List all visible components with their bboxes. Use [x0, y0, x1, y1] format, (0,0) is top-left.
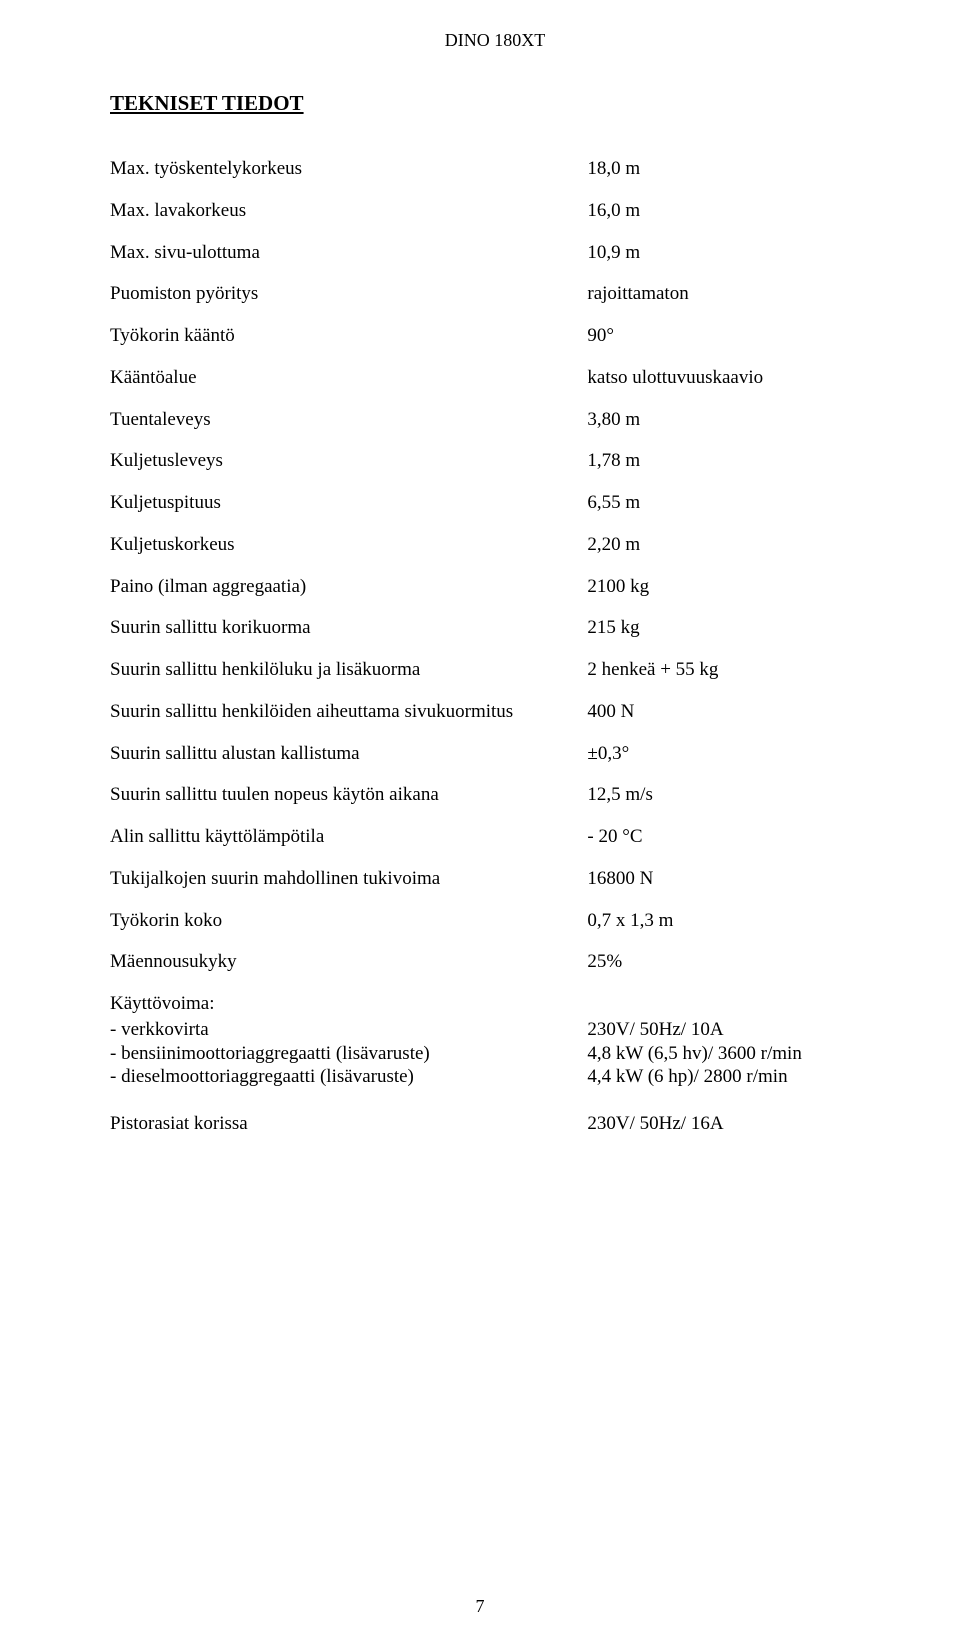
spec-label: Alin sallittu käyttölämpötila — [110, 816, 587, 858]
table-row: Tuentaleveys3,80 m — [110, 399, 880, 441]
table-row: Max. lavakorkeus16,0 m — [110, 190, 880, 232]
table-row: Suurin sallittu tuulen nopeus käytön aik… — [110, 774, 880, 816]
table-row: Kääntöaluekatso ulottuvuuskaavio — [110, 357, 880, 399]
spec-label: Kuljetusleveys — [110, 440, 587, 482]
spec-value: 2,20 m — [587, 524, 880, 566]
power-row: - verkkovirta 230V/ 50Hz/ 10A — [110, 1018, 880, 1042]
sockets-table: Pistorasiat korissa 230V/ 50Hz/ 16A — [110, 1103, 880, 1145]
table-row: Suurin sallittu alustan kallistuma±0,3° — [110, 733, 880, 775]
table-row: Max. sivu-ulottuma10,9 m — [110, 232, 880, 274]
spec-label: Suurin sallittu alustan kallistuma — [110, 733, 587, 775]
spec-value: 2 henkeä + 55 kg — [587, 649, 880, 691]
power-heading: Käyttövoima: — [110, 992, 880, 1016]
table-row: Puomiston pyöritysrajoittamaton — [110, 273, 880, 315]
sockets-label: Pistorasiat korissa — [110, 1103, 587, 1145]
spec-label: Suurin sallittu henkilöiden aiheuttama s… — [110, 691, 587, 733]
spec-value: 18,0 m — [587, 148, 880, 190]
spec-value: 3,80 m — [587, 399, 880, 441]
power-item-value: 4,4 kW (6 hp)/ 2800 r/min — [587, 1065, 880, 1089]
power-section: Käyttövoima: - verkkovirta 230V/ 50Hz/ 1… — [110, 983, 880, 1089]
table-row: Työkorin koko0,7 x 1,3 m — [110, 900, 880, 942]
table-row: Suurin sallittu henkilöiden aiheuttama s… — [110, 691, 880, 733]
spec-label: Max. sivu-ulottuma — [110, 232, 587, 274]
sockets-value: 230V/ 50Hz/ 16A — [587, 1103, 880, 1145]
page-number: 7 — [0, 1596, 960, 1617]
table-row: Kuljetuskorkeus2,20 m — [110, 524, 880, 566]
spec-label: Paino (ilman aggregaatia) — [110, 566, 587, 608]
power-item-label: - dieselmoottoriaggregaatti (lisävaruste… — [110, 1065, 587, 1089]
page-title: TEKNISET TIEDOT — [110, 91, 880, 116]
spec-value: - 20 °C — [587, 816, 880, 858]
spec-table: Max. työskentelykorkeus18,0 m Max. lavak… — [110, 148, 880, 983]
power-item-value: 4,8 kW (6,5 hv)/ 3600 r/min — [587, 1042, 880, 1066]
spec-label: Kuljetuskorkeus — [110, 524, 587, 566]
spec-label: Suurin sallittu henkilöluku ja lisäkuorm… — [110, 649, 587, 691]
spec-value: 0,7 x 1,3 m — [587, 900, 880, 942]
table-row: Suurin sallittu henkilöluku ja lisäkuorm… — [110, 649, 880, 691]
spec-value: 6,55 m — [587, 482, 880, 524]
spec-label: Mäennousukyky — [110, 941, 587, 983]
spec-value: 10,9 m — [587, 232, 880, 274]
spec-label: Suurin sallittu tuulen nopeus käytön aik… — [110, 774, 587, 816]
table-row: Tukijalkojen suurin mahdollinen tukivoim… — [110, 858, 880, 900]
table-row: Suurin sallittu korikuorma215 kg — [110, 607, 880, 649]
document-page: DINO 180XT TEKNISET TIEDOT Max. työskent… — [0, 0, 960, 1645]
spec-value: ±0,3° — [587, 733, 880, 775]
spec-value: 25% — [587, 941, 880, 983]
spec-value: 12,5 m/s — [587, 774, 880, 816]
spec-value: 1,78 m — [587, 440, 880, 482]
table-row: Mäennousukyky25% — [110, 941, 880, 983]
power-item-label: - bensiinimoottoriaggregaatti (lisävarus… — [110, 1042, 587, 1066]
spec-value: rajoittamaton — [587, 273, 880, 315]
spec-label: Kuljetuspituus — [110, 482, 587, 524]
table-row: Työkorin kääntö90° — [110, 315, 880, 357]
table-row: Kuljetusleveys1,78 m — [110, 440, 880, 482]
table-row: Alin sallittu käyttölämpötila- 20 °C — [110, 816, 880, 858]
spec-label: Puomiston pyöritys — [110, 273, 587, 315]
power-item-value: 230V/ 50Hz/ 10A — [587, 1018, 880, 1042]
spec-value: 400 N — [587, 691, 880, 733]
spec-value: 2100 kg — [587, 566, 880, 608]
power-row: - bensiinimoottoriaggregaatti (lisävarus… — [110, 1042, 880, 1066]
spec-value: 215 kg — [587, 607, 880, 649]
power-item-label: - verkkovirta — [110, 1018, 587, 1042]
spec-value: 16,0 m — [587, 190, 880, 232]
document-header: DINO 180XT — [110, 30, 880, 51]
power-row: - dieselmoottoriaggregaatti (lisävaruste… — [110, 1065, 880, 1089]
spec-value: katso ulottuvuuskaavio — [587, 357, 880, 399]
spec-label: Työkorin kääntö — [110, 315, 587, 357]
table-row: Kuljetuspituus6,55 m — [110, 482, 880, 524]
table-row: Paino (ilman aggregaatia)2100 kg — [110, 566, 880, 608]
spec-label: Max. lavakorkeus — [110, 190, 587, 232]
spec-label: Tukijalkojen suurin mahdollinen tukivoim… — [110, 858, 587, 900]
spec-label: Tuentaleveys — [110, 399, 587, 441]
table-row: Max. työskentelykorkeus18,0 m — [110, 148, 880, 190]
table-row: Pistorasiat korissa 230V/ 50Hz/ 16A — [110, 1103, 880, 1145]
spec-label: Max. työskentelykorkeus — [110, 148, 587, 190]
spec-value: 90° — [587, 315, 880, 357]
spec-value: 16800 N — [587, 858, 880, 900]
spec-label: Kääntöalue — [110, 357, 587, 399]
spec-label: Työkorin koko — [110, 900, 587, 942]
spec-label: Suurin sallittu korikuorma — [110, 607, 587, 649]
